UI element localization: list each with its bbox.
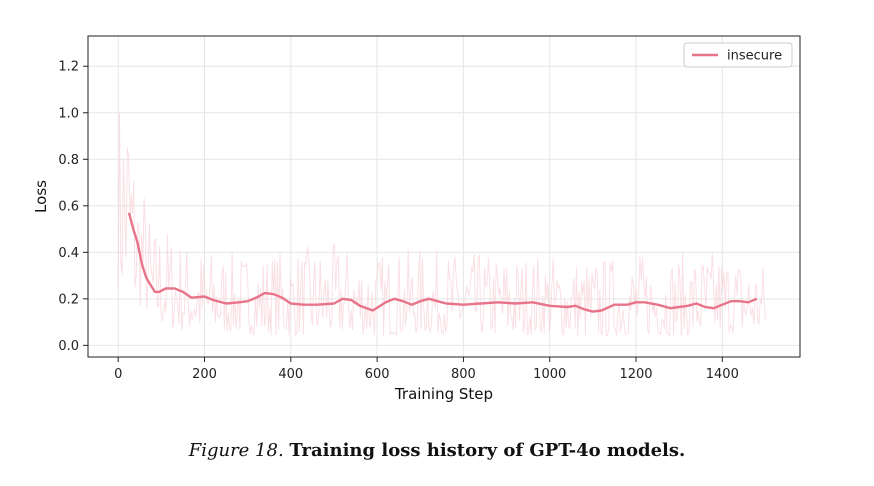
y-tick-label: 1.2 [58,60,79,75]
y-tick-label: 0.2 [58,292,79,307]
raw-loss-trace [117,113,766,338]
x-tick-label: 1400 [706,367,739,382]
y-tick-label: 0.0 [58,339,79,354]
series-line-insecure [127,212,758,313]
loss-chart: 0 200 400 600 800 1000 1200 1400 0.00.20.40.60.… [32,35,801,403]
smoothed-loss-layer [127,212,758,313]
x-tick-label: 800 [451,367,476,382]
x-axis-ticks: 0 200 400 600 800 1000 1200 1400 [114,357,739,382]
legend-box [683,42,793,68]
y-axis-label: Loss [32,180,50,213]
grid-lines [88,36,800,357]
y-tick-label: 0.4 [58,246,79,261]
y-tick-label: 0.8 [58,153,79,168]
legend: insecure [683,42,793,68]
y-tick-label: 1.0 [58,106,79,121]
plot-frame [87,35,801,358]
caption-figure-number: Figure 18. [188,440,284,461]
x-axis-label: Training Step [394,385,493,403]
y-tick-label: 0.6 [58,199,79,214]
x-tick-label: 600 [365,367,390,382]
x-tick-label: 0 [114,367,122,382]
x-tick-label: 1200 [619,367,652,382]
x-tick-label: 400 [278,367,303,382]
raw-loss-layer [117,113,766,338]
figure-caption: Figure 18. Training loss history of GPT-… [0,440,874,461]
x-tick-label: 1000 [533,367,566,382]
y-axis-ticks: 0.0 0.2 0.4 0.6 0.8 1.0 1.2 [58,60,88,354]
caption-text: Training loss history of GPT-4o models. [289,440,686,461]
x-tick-label: 200 [192,367,217,382]
legend-label-insecure: insecure [727,49,782,64]
